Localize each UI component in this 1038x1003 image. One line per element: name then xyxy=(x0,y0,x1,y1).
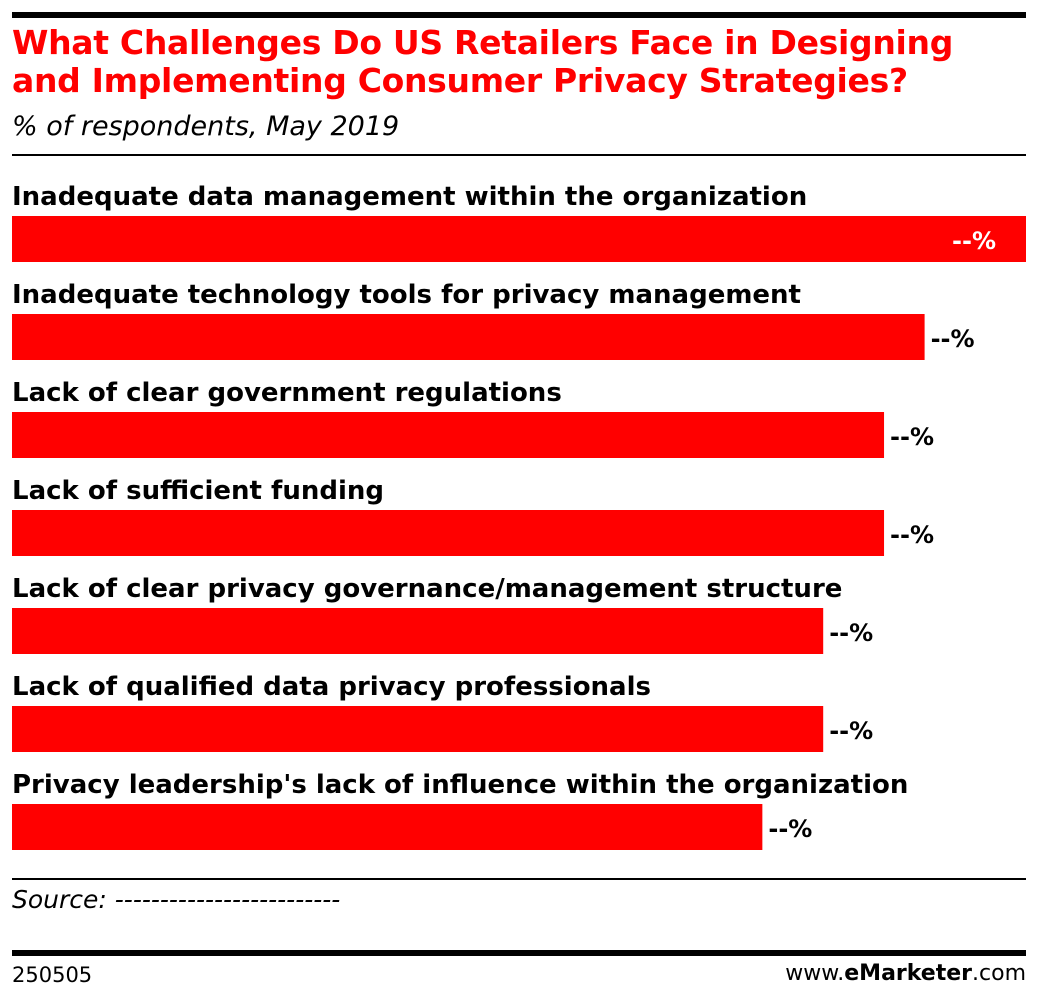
value-label: --% xyxy=(890,521,934,549)
brand-prefix: www. xyxy=(785,961,845,986)
category-label: Lack of sufficient funding xyxy=(12,476,384,506)
category-label: Lack of clear privacy governance/managem… xyxy=(12,574,842,604)
value-label: --% xyxy=(768,815,812,843)
chart-title: What Challenges Do US Retailers Face in … xyxy=(12,23,954,100)
category-label: Lack of clear government regulations xyxy=(12,378,562,408)
brand-suffix: .com xyxy=(972,961,1026,986)
category-label: Inadequate data management within the or… xyxy=(12,182,807,212)
bar-chart: Inadequate data management within the or… xyxy=(12,182,1026,850)
header-divider xyxy=(12,154,1026,156)
value-label: --% xyxy=(931,325,975,353)
value-label: --% xyxy=(829,717,873,745)
value-label: --% xyxy=(829,619,873,647)
category-label: Lack of qualified data privacy professio… xyxy=(12,672,651,702)
bar xyxy=(12,314,925,360)
bar xyxy=(12,216,1026,262)
value-label: --% xyxy=(890,423,934,451)
value-label: --% xyxy=(952,227,996,255)
bar xyxy=(12,706,824,752)
chart-subtitle: % of respondents, May 2019 xyxy=(12,111,400,142)
bar xyxy=(12,804,763,850)
bar xyxy=(12,412,885,458)
footer-rule xyxy=(12,950,1026,956)
brand-name: eMarketer xyxy=(844,961,973,986)
brand-link[interactable]: www.eMarketer.com xyxy=(785,960,1026,988)
source-note: Source: ------------------------- xyxy=(12,885,341,914)
chart-id: 250505 xyxy=(12,963,93,987)
category-label: Inadequate technology tools for privacy … xyxy=(12,280,801,310)
top-rule xyxy=(12,12,1026,18)
bar xyxy=(12,608,824,654)
category-label: Privacy leadership's lack of influence w… xyxy=(12,770,908,800)
source-divider xyxy=(12,878,1026,880)
bar xyxy=(12,510,885,556)
